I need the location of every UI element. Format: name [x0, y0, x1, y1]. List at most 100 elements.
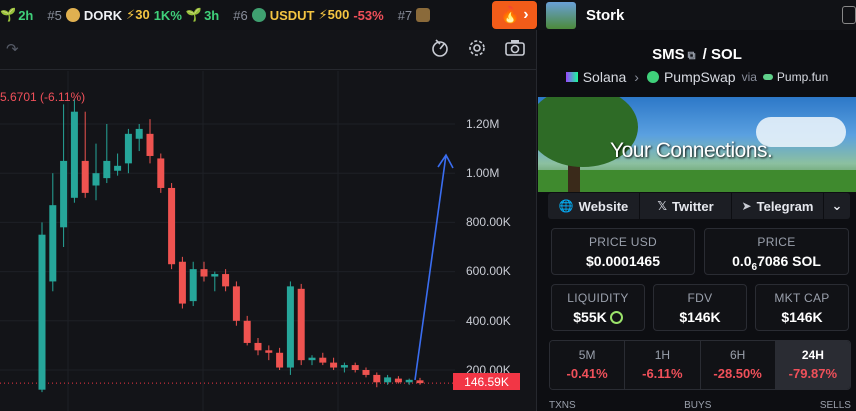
token-banner: Your Connections.: [538, 97, 856, 192]
x-icon: 𝕏: [657, 199, 667, 213]
ticker-rank: #7: [397, 7, 413, 23]
txns-label: TXNS: [549, 400, 576, 411]
sprout-icon: 🌱: [185, 7, 203, 22]
window-icon[interactable]: [842, 6, 856, 24]
globe-icon: 🌐: [558, 199, 574, 213]
ticker-item[interactable]: #7: [398, 8, 434, 23]
tab-label: 24H: [801, 348, 824, 362]
candle-body: [351, 365, 359, 370]
more-links-button[interactable]: ⌄: [824, 193, 850, 219]
candle-body: [211, 274, 219, 277]
ticker-item[interactable]: #6 USDUT ⚡500 -53%: [233, 7, 383, 23]
candle-body: [60, 160, 68, 228]
trending-fire-button[interactable]: 🔥 ›: [492, 1, 537, 29]
candle-body: [124, 133, 132, 164]
price-usd-label: PRICE USD: [588, 235, 658, 249]
solana-icon: [565, 72, 578, 82]
pair-quote: SOL: [711, 46, 742, 63]
banner-text: Your Connections.: [610, 139, 773, 162]
tab-24h[interactable]: 24H -79.87%: [775, 341, 850, 389]
candle-body: [254, 342, 262, 351]
redo-icon[interactable]: ↷: [6, 41, 19, 58]
buys-label: BUYS: [684, 400, 712, 411]
price-chart[interactable]: ↷ 5.6701 (-6.11%) 1.20M 1.00M 800.00K 60…: [0, 30, 537, 411]
pumpswap-icon: [646, 71, 659, 83]
y-axis-label: 1.00M: [466, 166, 500, 180]
price-sol-card: PRICE 0.067086 SOL: [704, 228, 849, 275]
liquidity-amount: $55K: [573, 309, 607, 325]
candle-body: [243, 320, 251, 343]
chevron-down-icon: ⌄: [831, 198, 843, 213]
tab-5m[interactable]: 5M -0.41%: [550, 341, 626, 389]
gear-icon[interactable]: [467, 38, 493, 64]
tab-change: -79.87%: [788, 366, 838, 381]
liquidity-card: LIQUIDITY $55K: [551, 284, 645, 331]
chevron-right-icon: ›: [523, 6, 529, 23]
candle-body: [362, 370, 370, 375]
ticker-boost: ⚡30: [126, 7, 150, 22]
candle-body: [146, 133, 154, 156]
telegram-button[interactable]: ➤ Telegram: [732, 193, 824, 219]
tab-6h[interactable]: 6H -28.50%: [700, 341, 776, 389]
fdv-value: $146K: [679, 309, 721, 325]
camera-icon[interactable]: [504, 38, 530, 64]
candle-body: [189, 269, 197, 302]
arrow-annotation: [414, 153, 454, 381]
candle-body: [394, 378, 402, 383]
dex-name[interactable]: PumpSwap: [663, 69, 736, 85]
candle-body: [81, 160, 89, 193]
liquidity-label: LIQUIDITY: [567, 291, 629, 305]
stats-header: TXNS BUYS SELLS: [549, 400, 851, 411]
telegram-label: Telegram: [756, 198, 814, 214]
candle-body: [222, 274, 230, 287]
tab-label: 6H: [729, 348, 746, 362]
pair-title: SMS ⧉ / SOL: [538, 46, 856, 63]
chain-name[interactable]: Solana: [582, 69, 627, 85]
pair-route: Solana › PumpSwap via Pump.fun: [538, 69, 856, 85]
social-links: 🌐 Website 𝕏 Twitter ➤ Telegram ⌄: [548, 193, 850, 219]
candle-body: [200, 269, 208, 277]
candle-body: [265, 350, 273, 353]
candle-body: [49, 205, 57, 282]
ticker-item[interactable]: 🌱 2h: [0, 7, 33, 23]
candle-body: [157, 158, 165, 188]
launchpad-name[interactable]: Pump.fun: [776, 70, 829, 84]
candlestick-plot: [0, 71, 455, 411]
price-usd-card: PRICE USD $0.0001465: [551, 228, 695, 275]
trending-ticker: 🌱 2h #5 DORK ⚡30 1K% 🌱 3h #6 USDUT ⚡500 …: [0, 0, 537, 30]
token-icon: [416, 8, 431, 22]
candle-body: [38, 234, 46, 390]
candle-body: [135, 128, 143, 139]
ticker-rank: #6: [233, 7, 248, 23]
candle-body: [276, 352, 284, 368]
twitter-button[interactable]: 𝕏 Twitter: [640, 193, 732, 219]
candle-body: [340, 365, 348, 368]
tab-1h[interactable]: 1H -6.11%: [625, 341, 701, 389]
ticker-age: 2h: [18, 7, 34, 23]
current-price-tag: 146.59K: [453, 373, 520, 390]
lock-icon[interactable]: [609, 311, 623, 324]
candle-body: [319, 357, 327, 363]
ticker-change: 1K%: [153, 7, 182, 23]
banner-cloud: [756, 117, 846, 147]
banner-field: [538, 170, 856, 192]
panel-header: Stork: [538, 0, 856, 30]
pair-separator: /: [702, 46, 707, 63]
candle-body: [92, 173, 100, 186]
ticker-item[interactable]: #5 DORK ⚡30 1K% 🌱 3h: [47, 7, 219, 23]
pumpfun-icon: [762, 74, 773, 80]
ticker-symbol: USDUT: [269, 7, 315, 23]
chevron-right-icon: ›: [634, 69, 639, 85]
candle-body: [405, 379, 413, 383]
copy-icon[interactable]: ⧉: [687, 50, 696, 62]
candle-body: [232, 286, 240, 321]
twitter-label: Twitter: [672, 198, 714, 214]
candle-body: [114, 165, 122, 171]
price-sol-value: 0.067086 SOL: [705, 253, 848, 273]
website-button[interactable]: 🌐 Website: [548, 193, 640, 219]
measure-icon[interactable]: [430, 38, 456, 64]
token-name: Stork: [586, 6, 625, 24]
ticker-boost: ⚡500: [318, 7, 350, 22]
ticker-symbol: DORK: [83, 7, 123, 23]
